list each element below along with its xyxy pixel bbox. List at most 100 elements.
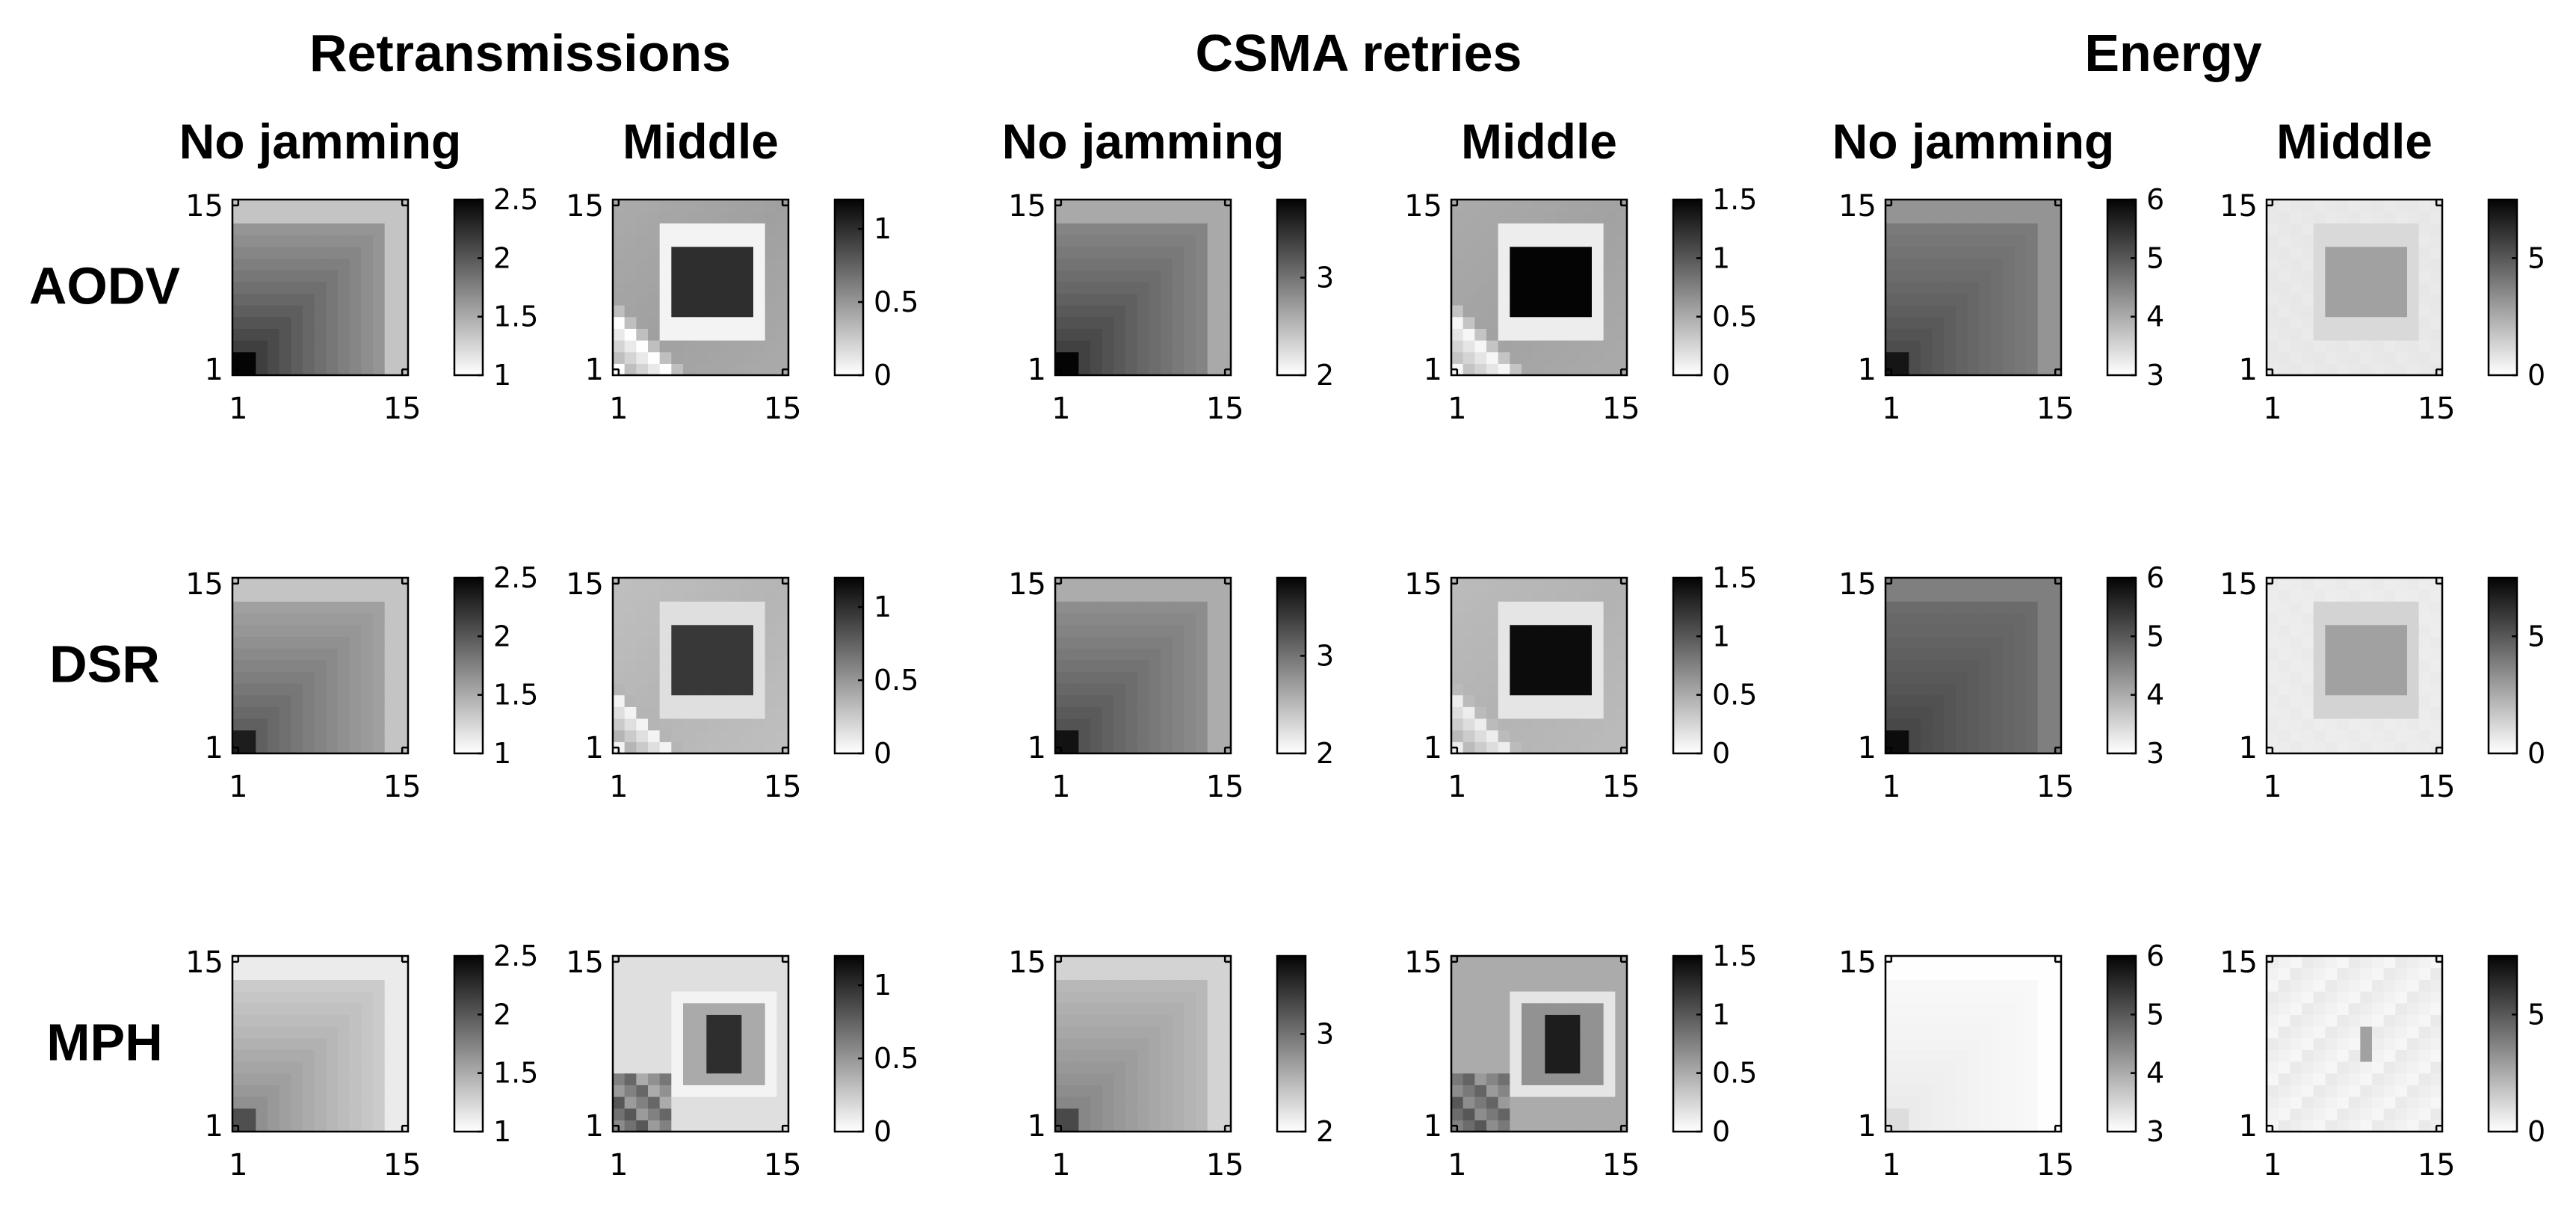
heatmap-cell — [1498, 1037, 1510, 1050]
heatmap-cell — [2360, 624, 2373, 637]
heatmap-cell — [2002, 211, 2015, 223]
heatmap-cell — [303, 729, 315, 742]
heatmap-cell — [303, 578, 315, 590]
heatmap-cell — [765, 258, 777, 271]
heatmap-cell — [1979, 1085, 1992, 1097]
heatmap-cell — [683, 235, 696, 247]
heatmap-cell — [1125, 351, 1138, 364]
heatmap-cell — [659, 1061, 672, 1074]
x-tick-label: 15 — [1206, 770, 1244, 804]
heatmap-cell — [1114, 671, 1126, 684]
heatmap-cell — [1184, 1108, 1196, 1120]
heatmap-cell — [1462, 729, 1475, 742]
heatmap-cell — [2395, 694, 2408, 707]
heatmap-cell — [232, 316, 245, 329]
heatmap-cell — [349, 613, 362, 626]
heatmap-cell — [2407, 671, 2420, 684]
heatmap-cell — [1580, 659, 1593, 672]
heatmap-cell — [1545, 1037, 1557, 1050]
heatmap-cell — [1592, 659, 1604, 672]
heatmap-cell — [373, 718, 386, 731]
heatmap-cell — [303, 1085, 315, 1097]
heatmap-cell — [268, 305, 280, 318]
heatmap-cell — [2302, 200, 2314, 212]
heatmap-cell — [2278, 979, 2291, 992]
heatmap-cell — [718, 270, 731, 283]
heatmap-cell — [291, 1049, 303, 1062]
heatmap-cell — [1474, 636, 1487, 649]
y-tick-label: 15 — [1404, 189, 1442, 223]
heatmap-cell — [1161, 281, 1173, 294]
heatmap-cell — [1885, 246, 1898, 259]
heatmap-cell — [1991, 281, 2004, 294]
colorbar — [453, 198, 484, 377]
heatmap-cell — [1498, 613, 1510, 626]
heatmap-cell — [314, 991, 327, 1004]
heatmap-cell — [776, 1061, 789, 1074]
heatmap-cell — [1603, 671, 1616, 684]
heatmap-cell — [1125, 328, 1138, 341]
heatmap-cell — [1498, 694, 1510, 707]
heatmap-cell — [1885, 601, 1898, 614]
heatmap-cell — [1219, 1085, 1232, 1097]
heatmap-cell — [1078, 648, 1091, 661]
heatmap-cell — [2395, 351, 2408, 364]
heatmap-cell — [624, 1002, 637, 1015]
heatmap-cell — [1522, 694, 1534, 707]
heatmap-cell — [2325, 683, 2338, 696]
heatmap-cell — [729, 741, 742, 754]
heatmap-cell — [624, 706, 637, 719]
heatmap-cell — [349, 718, 362, 731]
heatmap-cell — [1545, 223, 1557, 235]
heatmap-cell — [1172, 1037, 1184, 1050]
heatmap-cell — [2383, 270, 2396, 283]
heatmap-cell — [291, 235, 303, 247]
heatmap-cell — [1522, 235, 1534, 247]
heatmap-cell — [1161, 659, 1173, 672]
colorbar-tick-label: 1 — [874, 590, 892, 623]
heatmap-cell — [2348, 270, 2361, 283]
heatmap-cell — [2407, 1085, 2420, 1097]
heatmap-cell — [1462, 601, 1475, 614]
heatmap-cell — [718, 648, 731, 661]
heatmap-cell — [2348, 258, 2361, 271]
heatmap-cell — [1897, 351, 1909, 364]
heatmap-cell — [1090, 1049, 1103, 1062]
heatmap-cell — [2278, 578, 2291, 590]
heatmap-cell — [1568, 729, 1581, 742]
heatmap-cell — [1979, 211, 1992, 223]
heatmap-cell — [2014, 363, 2027, 376]
heatmap-cell — [765, 991, 777, 1004]
heatmap-cell — [776, 270, 789, 283]
heatmap-cell — [1557, 258, 1569, 271]
heatmap-cell — [326, 578, 339, 590]
heatmap-cell — [1161, 340, 1173, 353]
heatmap-cell — [1967, 1002, 1980, 1015]
heatmap-cell — [291, 601, 303, 614]
heatmap-cell — [1921, 659, 1933, 672]
heatmap-cell — [2267, 281, 2279, 294]
heatmap-cell — [1991, 1002, 2004, 1015]
heatmap-cell — [636, 270, 649, 283]
heatmap-cell — [2418, 235, 2431, 247]
heatmap-cell — [1137, 718, 1149, 731]
heatmap-cell — [1897, 967, 1909, 980]
heatmap-cell — [1196, 706, 1208, 719]
heatmap-cell — [1078, 1026, 1091, 1039]
heatmap-cell — [1921, 258, 1933, 271]
heatmap-cell — [1137, 305, 1149, 318]
heatmap-cell — [729, 578, 742, 590]
heatmap-cell — [776, 683, 789, 696]
heatmap-cell — [2290, 1108, 2302, 1120]
heatmap-cell — [1510, 351, 1522, 364]
heatmap-cell — [1066, 967, 1079, 980]
heatmap-cell — [1451, 1049, 1464, 1062]
heatmap-cell — [2407, 293, 2420, 306]
heatmap-cell — [2290, 613, 2302, 626]
heatmap-cell — [1533, 305, 1545, 318]
heatmap-cell — [2372, 718, 2385, 731]
heatmap-cell — [2348, 223, 2361, 235]
heatmap-cell — [2337, 223, 2350, 235]
